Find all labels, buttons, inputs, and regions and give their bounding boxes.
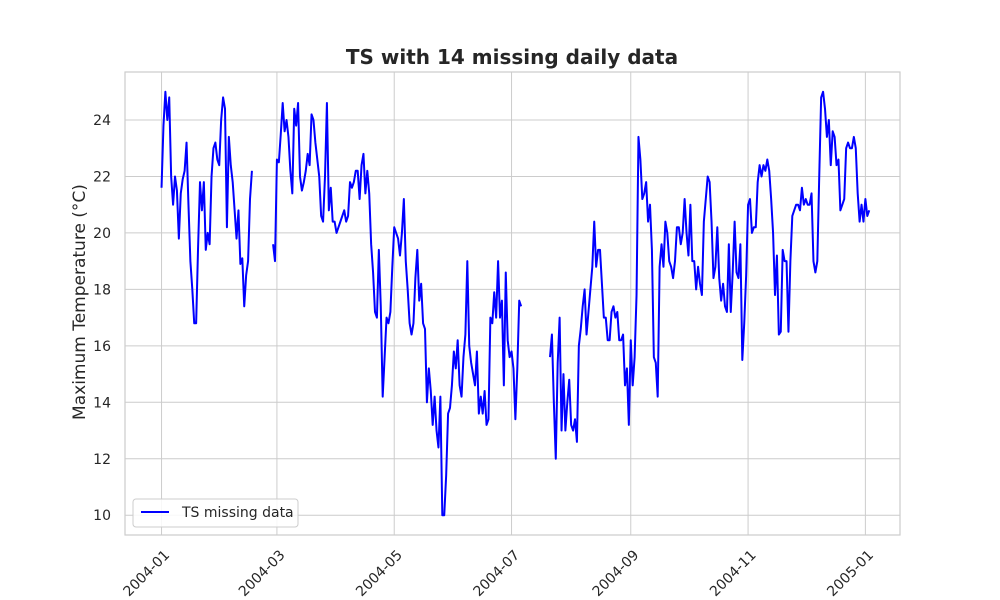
series-line-segment [160, 90, 253, 325]
series-line-segment [549, 90, 871, 460]
y-axis-label: Maximum Temperature (°C) [70, 184, 90, 420]
y-tick-label: 16 [93, 339, 111, 355]
y-tick-label: 18 [93, 282, 111, 298]
y-tick-label: 22 [93, 169, 111, 185]
plot-frame [124, 71, 901, 536]
y-tick-label: 12 [93, 452, 111, 468]
y-tick-label: 24 [93, 113, 111, 129]
y-tick-label: 20 [93, 226, 111, 242]
series-layer [160, 90, 871, 517]
legend: TS missing data [132, 498, 299, 528]
y-tick-label: 10 [93, 508, 111, 524]
grid [125, 72, 900, 535]
series-line-segment [272, 102, 523, 517]
legend-box [132, 498, 299, 528]
chart-title: TS with 14 missing daily data [346, 45, 678, 69]
y-tick-label: 14 [93, 395, 111, 411]
y-tick-labels: 10 12 14 16 18 20 22 24 [93, 113, 111, 524]
legend-entry-label: TS missing data [181, 505, 294, 521]
